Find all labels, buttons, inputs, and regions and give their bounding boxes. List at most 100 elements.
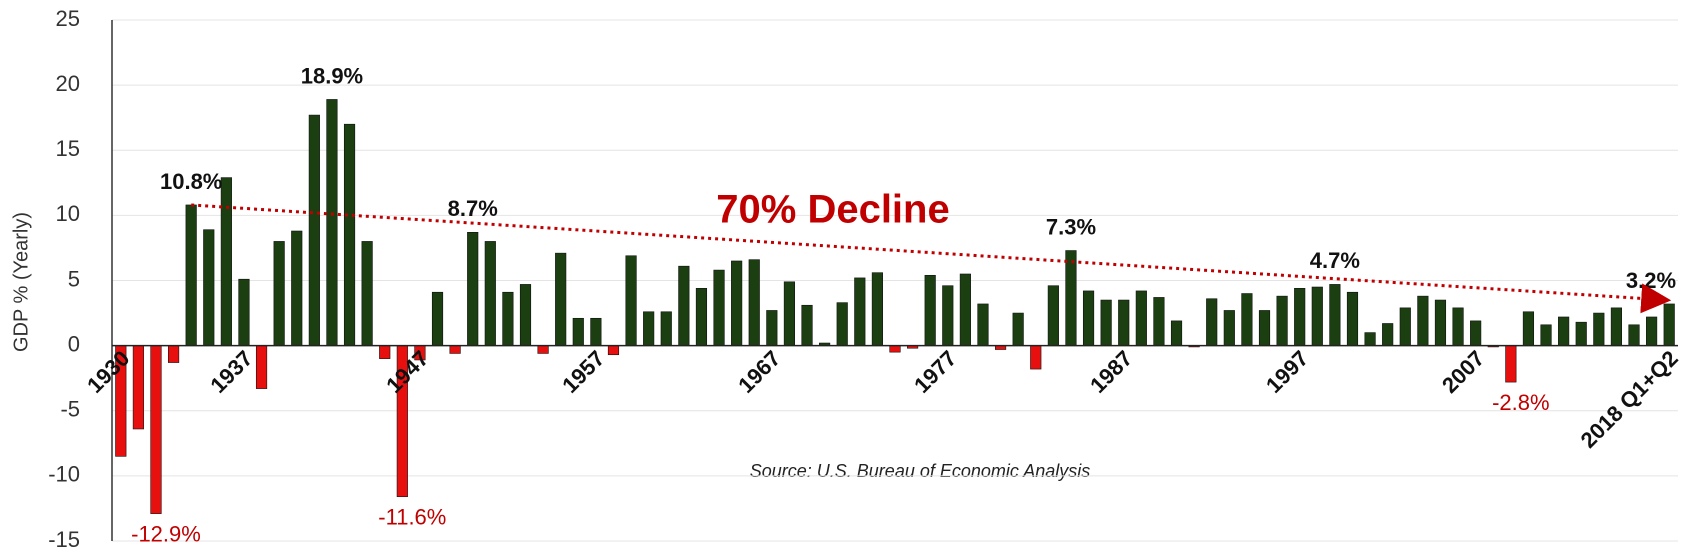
x-tick-label: 1967: [733, 346, 785, 398]
bar: [889, 345, 901, 353]
bar: [484, 241, 496, 346]
bar: [1311, 286, 1323, 346]
bar: [132, 345, 144, 430]
bar: [1364, 332, 1376, 346]
bar: [1346, 291, 1359, 346]
bar: [1206, 298, 1218, 346]
bar: [572, 317, 584, 346]
bar: [590, 317, 602, 346]
bar: [555, 252, 567, 346]
bar: [1135, 290, 1147, 346]
y-tick-label: 0: [68, 331, 80, 356]
bar: [255, 345, 268, 389]
y-tick-label: 15: [56, 136, 80, 161]
bar: [343, 123, 356, 346]
source-note: Source: U.S. Bureau of Economic Analysis: [750, 461, 1091, 481]
data-label: -12.9%: [131, 521, 201, 546]
y-tick-label: -10: [48, 462, 80, 487]
bar: [1593, 312, 1605, 346]
bar: [238, 278, 250, 346]
bar: [1170, 320, 1183, 346]
bar: [1153, 297, 1165, 346]
bar: [220, 177, 232, 346]
y-tick-label: 10: [56, 201, 80, 226]
bar: [273, 241, 285, 346]
bar: [942, 285, 954, 346]
bar: [1505, 345, 1517, 383]
bar: [1082, 290, 1095, 346]
bar: [607, 345, 620, 356]
bar: [519, 284, 532, 346]
bar: [801, 304, 813, 346]
bar: [836, 302, 848, 346]
bar: [713, 269, 725, 346]
data-label: 10.8%: [160, 169, 222, 194]
y-tick-label: 5: [68, 266, 80, 291]
bar: [1452, 307, 1464, 346]
bar: [1399, 307, 1411, 346]
bar: [871, 272, 883, 346]
bar: [660, 311, 672, 346]
bar: [168, 345, 180, 363]
bar: [695, 288, 708, 346]
bar: [1628, 324, 1640, 346]
bar: [361, 241, 373, 346]
data-label: 18.9%: [301, 63, 363, 88]
bar: [537, 345, 549, 354]
y-tick-label: 25: [56, 6, 80, 31]
bar: [1382, 323, 1394, 346]
bar: [1434, 299, 1447, 346]
bar: [1540, 324, 1552, 346]
bar: [203, 229, 215, 346]
bar: [1258, 310, 1271, 346]
bar: [1030, 345, 1042, 370]
bar: [766, 310, 778, 346]
bar: [1470, 320, 1482, 346]
x-tick-label: 2018 Q1+Q2: [1576, 346, 1683, 453]
bar: [1610, 307, 1622, 346]
data-label: 8.7%: [448, 196, 498, 221]
data-label: 7.3%: [1046, 214, 1096, 239]
bar: [308, 114, 320, 346]
bar: [625, 255, 637, 346]
bar: [731, 260, 743, 346]
data-label: 3.2%: [1626, 268, 1676, 293]
x-tick-label: 1957: [557, 346, 609, 398]
bar: [1575, 321, 1587, 346]
x-tick-label: 1997: [1261, 346, 1313, 398]
x-tick-label: 1977: [909, 346, 961, 398]
bar: [924, 274, 936, 346]
y-tick-label: -15: [48, 527, 80, 552]
bar: [1294, 288, 1306, 346]
y-axis-title: GDP % (Yearly): [10, 212, 32, 352]
bar: [1663, 303, 1675, 346]
x-tick-label: 1937: [205, 346, 257, 398]
bar: [1329, 284, 1341, 346]
bar: [326, 99, 338, 346]
y-tick-label: 20: [56, 71, 80, 96]
data-label: 4.7%: [1310, 248, 1360, 273]
bar: [1100, 299, 1112, 346]
bar: [185, 204, 197, 346]
bar: [1276, 295, 1288, 346]
bar: [1118, 299, 1130, 346]
bar: [959, 273, 971, 346]
bar: [854, 277, 866, 346]
bar: [291, 230, 303, 346]
bar: [431, 291, 444, 346]
bar: [467, 232, 479, 346]
bar: [1646, 316, 1658, 346]
bar: [502, 291, 514, 346]
data-label: -11.6%: [378, 505, 446, 530]
bar: [783, 281, 796, 346]
bar: [1558, 316, 1570, 346]
x-tick-label: 2007: [1437, 346, 1489, 398]
bar: [748, 259, 760, 346]
bar: [449, 345, 461, 354]
bar: [1241, 293, 1253, 346]
bar: [1223, 310, 1235, 346]
y-tick-label: -5: [60, 397, 80, 422]
bar: [1047, 285, 1059, 346]
bar: [379, 345, 391, 359]
